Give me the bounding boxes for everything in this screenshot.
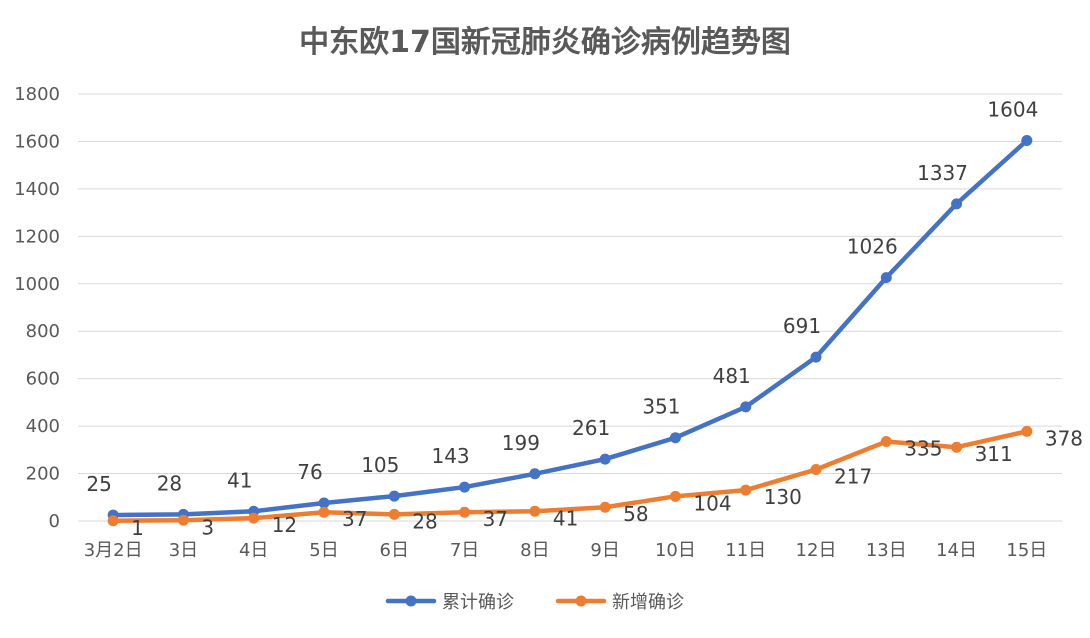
data-label: 1026 bbox=[847, 235, 898, 259]
data-label: 311 bbox=[975, 442, 1013, 466]
x-tick-label: 13日 bbox=[866, 540, 907, 561]
legend-label: 累计确诊 bbox=[442, 592, 514, 613]
data-label: 41 bbox=[553, 506, 578, 530]
data-point bbox=[740, 484, 752, 496]
y-tick-label: 1800 bbox=[14, 84, 60, 105]
y-tick-label: 0 bbox=[49, 511, 60, 532]
data-label: 25 bbox=[86, 472, 111, 496]
data-label: 199 bbox=[502, 431, 540, 455]
data-point bbox=[388, 490, 400, 502]
data-point bbox=[599, 453, 611, 465]
data-point bbox=[880, 272, 892, 284]
legend-label: 新增确诊 bbox=[612, 592, 684, 613]
data-label: 1337 bbox=[917, 161, 968, 185]
data-label: 143 bbox=[431, 444, 469, 468]
x-tick-label: 7日 bbox=[450, 540, 479, 561]
series-line-0 bbox=[110, 138, 1030, 518]
data-label: 1604 bbox=[987, 97, 1038, 121]
data-label: 335 bbox=[904, 437, 942, 461]
y-tick-label: 200 bbox=[26, 464, 60, 485]
data-point bbox=[529, 468, 541, 480]
y-tick-label: 1000 bbox=[14, 274, 60, 295]
data-point bbox=[529, 505, 541, 517]
data-point bbox=[669, 490, 681, 502]
data-label: 130 bbox=[764, 485, 802, 509]
data-label: 12 bbox=[272, 513, 297, 537]
data-point bbox=[951, 198, 963, 210]
data-label: 217 bbox=[834, 465, 872, 489]
data-label: 261 bbox=[572, 416, 610, 440]
data-point bbox=[951, 441, 963, 453]
data-point bbox=[1021, 425, 1033, 437]
data-point bbox=[177, 514, 189, 526]
data-point bbox=[740, 401, 752, 413]
data-label: 105 bbox=[361, 453, 399, 477]
series-lines bbox=[107, 134, 1033, 527]
data-point bbox=[318, 497, 330, 509]
series-line-1 bbox=[110, 429, 1030, 524]
y-tick-label: 600 bbox=[26, 369, 60, 390]
data-label: 1 bbox=[131, 516, 144, 540]
data-point bbox=[318, 506, 330, 518]
data-point bbox=[388, 508, 400, 520]
x-tick-label: 12日 bbox=[796, 540, 837, 561]
x-tick-label: 10日 bbox=[655, 540, 696, 561]
data-label: 76 bbox=[297, 460, 322, 484]
y-tick-label: 1200 bbox=[14, 226, 60, 247]
x-axis-ticks: 3月2日 3日 4日 5日 6日 7日 8日 9日 10日 11日 12日 13日 14日 15日 bbox=[84, 540, 1048, 561]
x-tick-label: 3月2日 bbox=[84, 540, 143, 561]
y-tick-label: 1600 bbox=[14, 131, 60, 152]
legend: 累计确诊 新增确诊 bbox=[385, 592, 684, 613]
data-label: 37 bbox=[483, 507, 508, 531]
data-label: 481 bbox=[713, 364, 751, 388]
chart-title: 中东欧17国新冠肺炎确诊病例趋势图 bbox=[299, 25, 791, 60]
data-label: 41 bbox=[227, 468, 252, 492]
legend-marker bbox=[575, 595, 587, 607]
data-point bbox=[810, 351, 822, 363]
data-point bbox=[248, 512, 260, 524]
x-tick-label: 9日 bbox=[590, 540, 619, 561]
data-point bbox=[459, 481, 471, 493]
data-label: 28 bbox=[157, 471, 182, 495]
y-tick-label: 400 bbox=[26, 416, 60, 437]
data-label: 351 bbox=[642, 395, 680, 419]
data-label: 378 bbox=[1045, 426, 1083, 450]
x-tick-label: 5日 bbox=[309, 540, 338, 561]
x-tick-label: 11日 bbox=[725, 540, 766, 561]
y-tick-label: 1400 bbox=[14, 179, 60, 200]
x-tick-label: 14日 bbox=[936, 540, 977, 561]
data-point bbox=[107, 515, 119, 527]
data-label: 691 bbox=[783, 314, 821, 338]
data-point bbox=[1021, 134, 1033, 146]
data-label: 58 bbox=[623, 502, 648, 526]
gridlines bbox=[78, 93, 1062, 522]
data-point bbox=[669, 432, 681, 444]
y-tick-label: 800 bbox=[26, 321, 60, 342]
y-axis-ticks: 0 200 400 600 800 1000 1200 1400 1600 1800 bbox=[14, 84, 60, 532]
data-point bbox=[459, 506, 471, 518]
x-tick-label: 6日 bbox=[380, 540, 409, 561]
x-tick-label: 3日 bbox=[169, 540, 198, 561]
data-label: 104 bbox=[693, 491, 731, 515]
x-tick-label: 4日 bbox=[239, 540, 268, 561]
data-label: 3 bbox=[201, 515, 214, 539]
data-label: 28 bbox=[412, 509, 437, 533]
data-label: 37 bbox=[342, 507, 367, 531]
x-tick-label: 8日 bbox=[520, 540, 549, 561]
data-labels: 25 28 41 76 105 14319926135148169110261337160… bbox=[86, 97, 1083, 539]
x-tick-label: 15日 bbox=[1006, 540, 1047, 561]
data-point bbox=[810, 464, 822, 476]
legend-marker bbox=[405, 595, 417, 607]
data-point bbox=[880, 436, 892, 448]
data-point bbox=[599, 501, 611, 513]
